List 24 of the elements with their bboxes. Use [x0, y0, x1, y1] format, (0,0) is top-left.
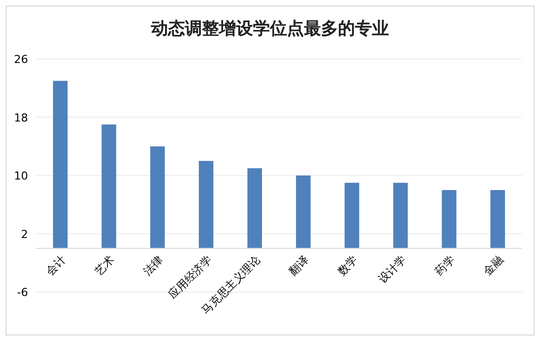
y-tick-label: 10: [14, 170, 28, 182]
bar: [150, 146, 165, 248]
y-tick-label: -6: [17, 286, 28, 299]
bar: [393, 182, 408, 248]
bar: [102, 124, 116, 248]
x-tick-label: 数学: [335, 253, 360, 278]
bar: [296, 176, 311, 248]
x-tick-label: 金融: [481, 253, 506, 278]
bar: [53, 80, 68, 248]
x-tick-label: 会计: [44, 253, 68, 278]
bar: [490, 190, 505, 248]
x-tick-label: 药学: [432, 253, 458, 278]
chart-title: 动态调整增设学位点最多的专业: [150, 19, 389, 39]
x-tick-label: 设计学: [376, 253, 409, 286]
bar: [344, 182, 360, 248]
x-tick-label: 法律: [140, 253, 166, 278]
bar: [442, 190, 456, 248]
y-tick-label: 2: [21, 228, 28, 241]
y-tick-label: 26: [14, 53, 28, 66]
x-tick-label: 翻译: [286, 253, 312, 278]
bar: [247, 168, 262, 248]
bar: [198, 160, 214, 248]
x-tick-label: 艺术: [92, 253, 118, 278]
y-tick-label: 18: [14, 111, 28, 124]
